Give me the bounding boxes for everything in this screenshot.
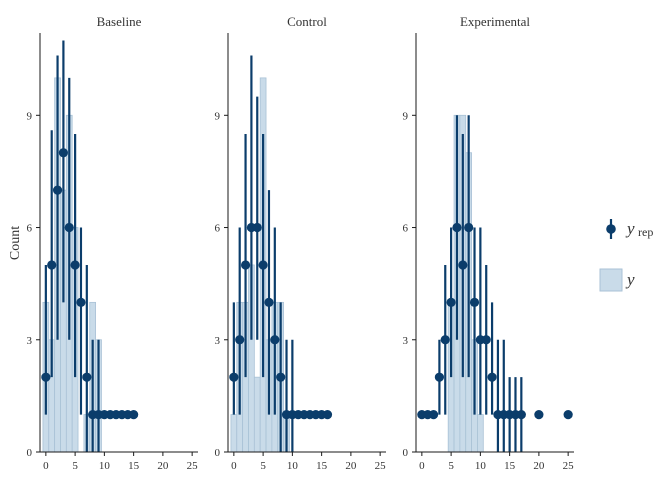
facet-panels: Baseline 0 5 10 15 20 25 0 3 6 9 Control 0 5 10 15 20 25 0… [27, 14, 575, 472]
x-tick-label: 5 [72, 460, 78, 472]
yrep-point [563, 409, 573, 420]
facet-panel-baseline: Baseline 0 5 10 15 20 25 0 3 6 9 [27, 14, 199, 472]
facet-panel-control: Control 0 5 10 15 20 25 0 3 6 9 [215, 14, 387, 472]
x-tick-label: 15 [128, 460, 140, 472]
yrep-point [82, 372, 92, 382]
panel-title: Baseline [97, 14, 142, 29]
yrep-point [229, 372, 239, 382]
panel-title: Experimental [460, 14, 530, 29]
y-bar [477, 414, 484, 453]
yrep-point [58, 148, 69, 158]
x-tick-label: 15 [504, 460, 516, 472]
yrep-point [52, 185, 63, 195]
yrep-point [240, 260, 251, 270]
y-tick-label: 9 [27, 110, 33, 122]
legend-y-label: y [625, 270, 635, 289]
x-tick-label: 20 [533, 460, 545, 472]
yrep-point [322, 409, 333, 420]
x-tick-label: 0 [43, 460, 49, 472]
x-tick-label: 10 [287, 460, 299, 472]
y-tick-label: 3 [215, 335, 221, 347]
x-tick-label: 25 [563, 460, 575, 472]
legend-yrep-subscript: rep [638, 225, 653, 239]
yrep-point [64, 222, 74, 233]
x-tick-label: 15 [316, 460, 328, 472]
y-tick-label: 0 [403, 447, 409, 459]
y-tick-label: 6 [27, 223, 33, 235]
yrep-point [516, 409, 526, 420]
x-tick-label: 0 [419, 460, 425, 472]
yrep-point [76, 297, 86, 307]
yrep-point [458, 260, 468, 270]
legend-yrep-point [606, 224, 616, 234]
yrep-point [481, 335, 491, 345]
yrep-point [440, 335, 450, 345]
y-tick-label: 9 [215, 110, 221, 122]
x-tick-label: 20 [345, 460, 357, 472]
legend-yrep-label: y [625, 219, 635, 238]
yrep-point [534, 409, 544, 420]
x-tick-label: 20 [157, 460, 169, 472]
yrep-point [252, 222, 262, 233]
x-tick-label: 10 [99, 460, 111, 472]
yrep-point [41, 372, 51, 382]
yrep-point [434, 372, 445, 382]
yrep-point [258, 260, 268, 270]
y-bar [253, 376, 261, 453]
y-axis-label: Count [8, 226, 23, 260]
yrep-point [264, 297, 274, 307]
y-tick-label: 0 [27, 447, 33, 459]
yrep-point [469, 297, 480, 307]
x-tick-label: 10 [475, 460, 487, 472]
y-tick-label: 9 [403, 110, 409, 122]
x-tick-label: 5 [448, 460, 454, 472]
yrep-point [487, 372, 497, 382]
x-tick-label: 25 [187, 460, 199, 472]
y-tick-label: 3 [27, 335, 33, 347]
yrep-point [464, 222, 474, 233]
yrep-point [452, 222, 462, 233]
yrep-point [129, 409, 139, 420]
yrep-point [276, 372, 286, 382]
x-tick-label: 0 [231, 460, 237, 472]
panel-title: Control [287, 14, 327, 29]
legend-item-yrep: y rep [606, 219, 653, 239]
y-tick-label: 3 [403, 335, 409, 347]
y-tick-label: 6 [403, 223, 409, 235]
legend-item-y: y [599, 268, 635, 292]
yrep-point [270, 335, 280, 345]
legend-y-swatch [599, 268, 623, 292]
yrep-point [428, 409, 439, 420]
y-tick-label: 6 [215, 223, 221, 235]
facet-panel-experimental: Experimental 0 5 10 15 20 25 0 3 6 9 [403, 14, 575, 472]
x-tick-label: 25 [375, 460, 387, 472]
x-tick-label: 5 [260, 460, 266, 472]
y-bar [230, 414, 238, 453]
yrep-point [47, 260, 57, 270]
yrep-point [70, 260, 80, 270]
yrep-point [235, 335, 245, 345]
legend: y rep y [599, 219, 653, 292]
yrep-point [446, 297, 456, 307]
y-tick-label: 0 [215, 447, 221, 459]
